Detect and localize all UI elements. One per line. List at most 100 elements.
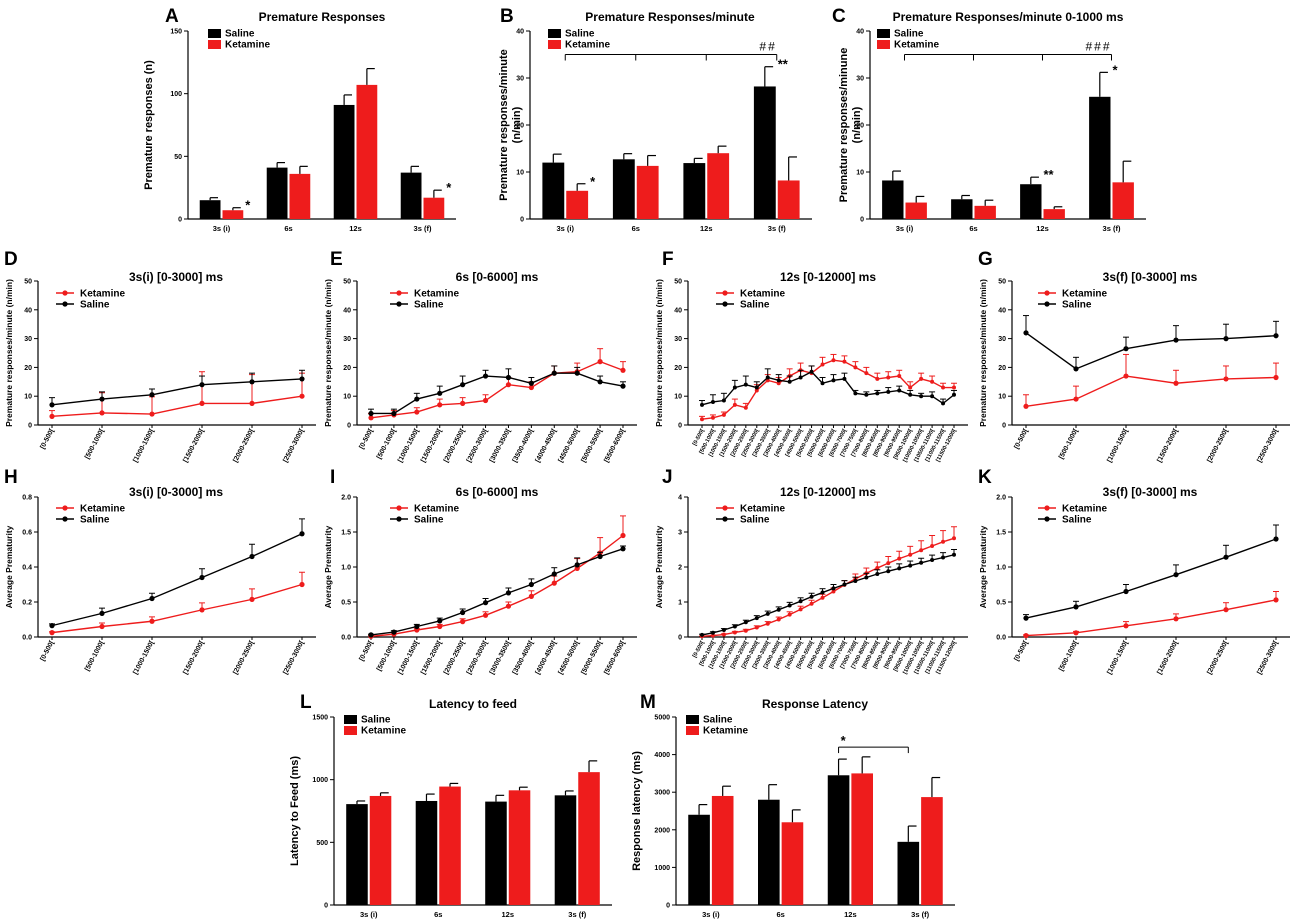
data-point-saline: [1223, 336, 1229, 342]
x-tick-label: [2000-2500[: [1206, 427, 1230, 464]
data-point-saline: [1073, 366, 1079, 372]
bracket-label: *: [841, 733, 847, 748]
data-point-saline: [149, 595, 155, 602]
data-point-saline: [620, 383, 626, 389]
data-point-saline: [199, 574, 205, 581]
y-tick-label: 50: [343, 279, 351, 286]
panel-label: A: [165, 6, 179, 27]
data-point-ketamine: [776, 381, 781, 386]
legend-label: Ketamine: [703, 726, 748, 737]
y-tick-label: 4000: [654, 752, 670, 759]
y-tick-label: 20: [343, 365, 351, 372]
x-tick-label: [0-500[: [1013, 639, 1030, 662]
x-category-label: 3s (f): [768, 224, 786, 233]
data-point-ketamine: [597, 359, 603, 365]
bar-saline: [612, 159, 635, 219]
x-tick-label: [5000-5500[: [580, 427, 604, 464]
data-point-saline: [1023, 615, 1029, 621]
x-tick-label: [1000-1500[: [1106, 639, 1130, 676]
panel-title: 6s [0-6000] ms: [456, 270, 539, 284]
legend-marker-ketamine: [396, 290, 402, 296]
legend-label: Saline: [80, 515, 110, 526]
x-category-label: 3s (i): [360, 910, 378, 919]
panel-label: L: [300, 692, 312, 713]
x-category-label: 6s: [434, 910, 442, 919]
data-point-saline: [620, 546, 626, 552]
data-point-saline: [1123, 588, 1129, 595]
data-point-saline: [919, 394, 924, 399]
legend-label: Saline: [414, 300, 444, 311]
bracket-label: ##: [759, 40, 776, 54]
x-tick-label: [5500-6000[: [603, 639, 627, 676]
panel-label: E: [330, 249, 343, 270]
data-point-saline: [710, 399, 715, 404]
series-line-ketamine: [370, 534, 624, 637]
data-point-saline: [482, 600, 489, 606]
data-point-saline: [864, 575, 869, 580]
x-category-label: 3s (f): [414, 224, 432, 233]
legend-marker-ketamine: [722, 505, 728, 511]
x-tick-label: [500-1000[: [1058, 639, 1080, 672]
data-point-ketamine: [952, 385, 956, 390]
panel-label: G: [978, 249, 993, 270]
significance-star: *: [446, 180, 452, 195]
data-point-saline: [919, 560, 924, 565]
legend-marker-saline: [62, 516, 68, 522]
y-tick-label: 50: [174, 154, 182, 161]
bar-ketamine: [777, 180, 800, 219]
data-point-ketamine: [776, 617, 781, 622]
bar-saline: [199, 200, 221, 219]
data-point-saline: [908, 392, 913, 397]
series-line-saline: [1025, 332, 1277, 370]
y-tick-label: 40: [343, 307, 351, 314]
data-point-saline: [754, 385, 759, 390]
panel-title: Response Latency: [762, 697, 868, 711]
data-point-ketamine: [919, 548, 924, 553]
data-point-saline: [721, 398, 726, 403]
bar-saline: [1020, 184, 1042, 219]
legend-label: Ketamine: [740, 289, 785, 300]
x-category-label: 6s: [776, 910, 784, 919]
legend-label: Saline: [740, 515, 770, 526]
y-tick-label: 0: [678, 423, 682, 430]
data-point-saline: [941, 401, 946, 406]
data-point-saline: [842, 376, 847, 381]
legend-label: Ketamine: [361, 726, 406, 737]
x-tick-label: [1000-1500[: [132, 639, 156, 676]
data-point-ketamine: [743, 628, 748, 633]
x-tick-label: [1500-2000[: [1156, 427, 1180, 464]
y-tick-label: 0.6: [22, 530, 32, 537]
bar-saline: [951, 199, 973, 219]
panel-label: H: [4, 467, 18, 488]
data-point-ketamine: [528, 384, 534, 391]
data-point-saline: [820, 590, 825, 595]
data-point-ketamine: [460, 619, 466, 625]
data-point-saline: [597, 553, 603, 560]
panel-label: F: [662, 249, 674, 270]
x-tick-label: [500-1000[: [376, 639, 398, 672]
panel-title: 6s [0-6000] ms: [456, 485, 539, 499]
panel-E: 0 10 20 30 40 50 E 6s [0-6000] ms Premature resp…: [323, 249, 637, 464]
x-tick-label: [500-1000[: [84, 639, 106, 672]
data-point-ketamine: [528, 593, 534, 600]
data-point-saline: [952, 552, 956, 557]
y-axis-label: Premature responses/minute (n/min): [323, 279, 333, 427]
data-point-ketamine: [897, 374, 902, 379]
data-point-ketamine: [864, 371, 869, 376]
x-tick-label: [2500-3000[: [282, 427, 306, 464]
panel-H: 0.0 0.2 0.4 0.6 0.8 H 3s(i) [0-3000] ms Average…: [4, 467, 316, 676]
bar-saline: [758, 799, 780, 905]
data-point-ketamine: [1123, 623, 1129, 629]
significance-star: **: [1044, 167, 1055, 182]
y-tick-label: 10: [998, 394, 1006, 401]
data-point-saline: [787, 603, 792, 608]
data-point-saline: [700, 402, 704, 407]
data-point-saline: [886, 569, 891, 574]
x-category-label: 3s (f): [911, 910, 929, 919]
x-tick-label: [1500-2000[: [1156, 639, 1180, 676]
series-line-ketamine: [51, 395, 303, 418]
y-tick-label: 2000: [654, 827, 670, 834]
x-category-label: 3s (i): [213, 224, 231, 233]
bar-saline: [485, 801, 507, 905]
data-point-saline: [1123, 346, 1129, 352]
